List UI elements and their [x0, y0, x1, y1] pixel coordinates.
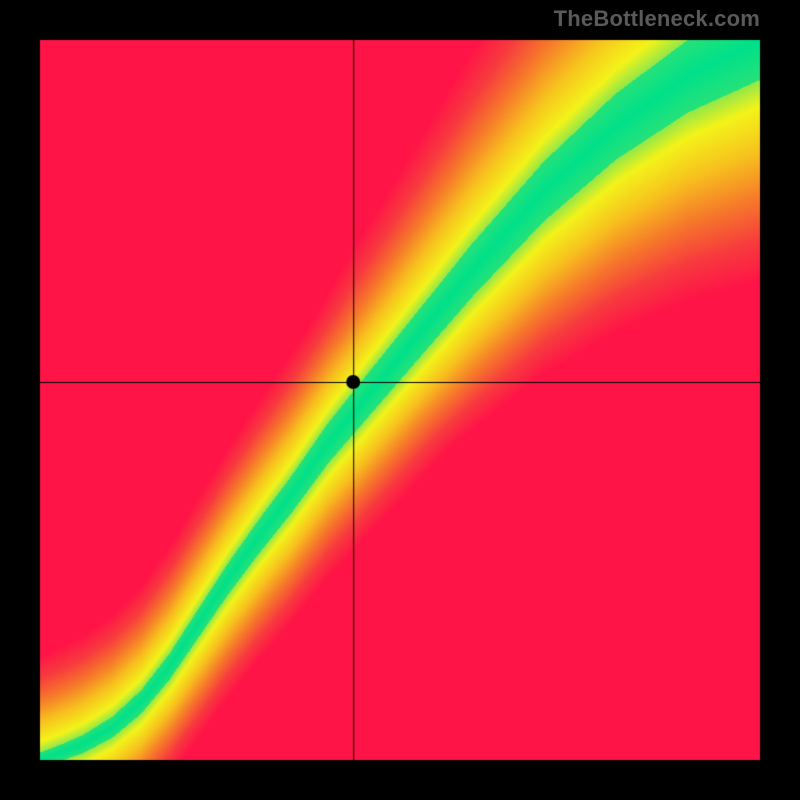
chart-container: TheBottleneck.com — [0, 0, 800, 800]
heatmap-canvas — [0, 0, 800, 800]
watermark-label: TheBottleneck.com — [554, 6, 760, 32]
